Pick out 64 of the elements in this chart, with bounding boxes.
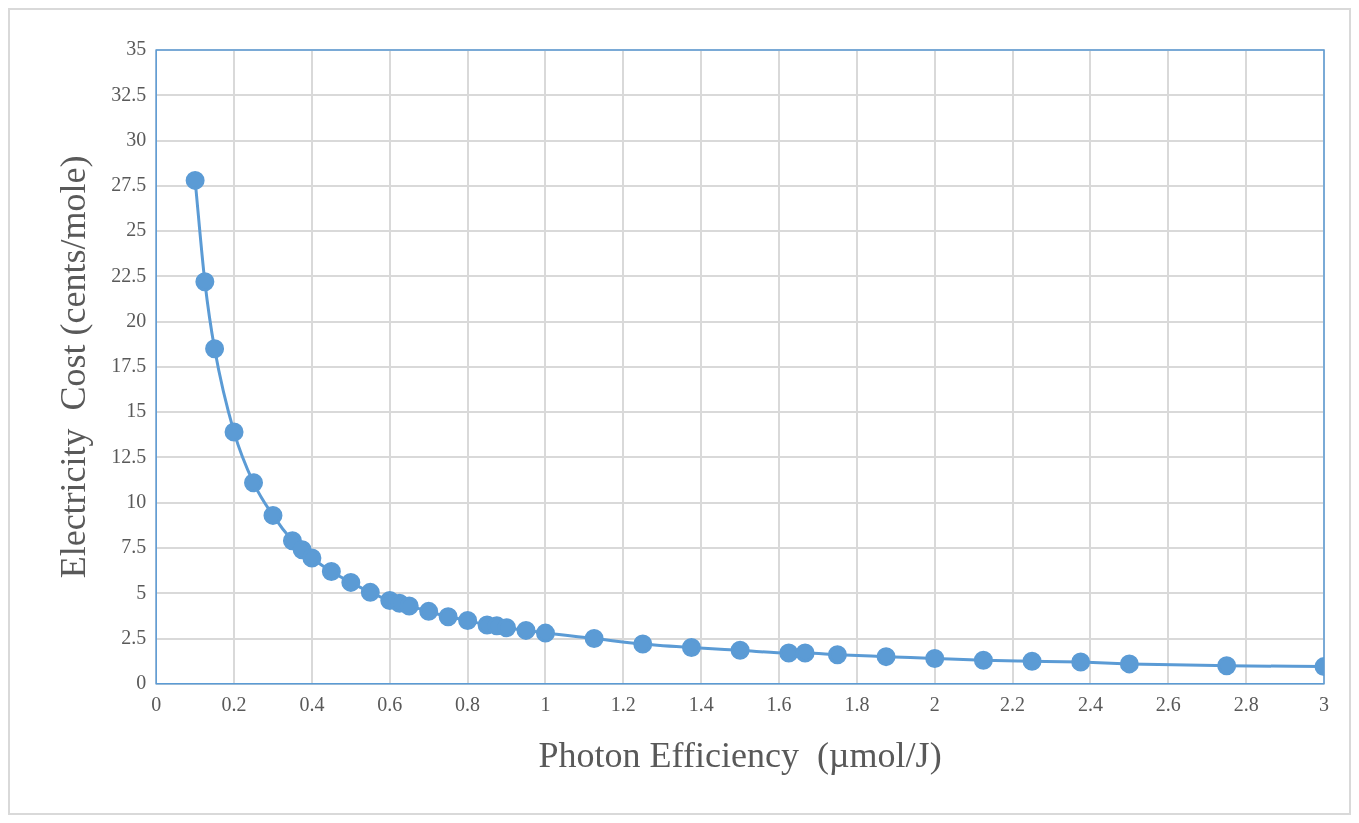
point: [1071, 652, 1091, 672]
x-axis-title: Photon Efficiency (µmol/J): [538, 734, 942, 775]
point: [263, 505, 283, 525]
y-tick-label: 32.5: [111, 82, 147, 105]
y-tick-label: 10: [126, 489, 147, 512]
x-tick-label: 1.6: [766, 693, 792, 716]
x-tick-label: 2.6: [1155, 693, 1181, 716]
point: [341, 572, 361, 592]
x-tick-label: 2.2: [1000, 693, 1026, 716]
x-tick-label: 2.8: [1233, 693, 1259, 716]
point: [244, 473, 264, 493]
point: [399, 596, 419, 616]
x-tick-label: 1: [540, 693, 551, 716]
x-tick-label: 2.4: [1077, 693, 1103, 716]
point: [205, 339, 225, 359]
y-tick-label: 17.5: [111, 354, 147, 377]
x-tick-label: 2: [929, 693, 940, 716]
point: [419, 601, 439, 621]
point: [584, 629, 604, 649]
x-tick-label: 0.2: [221, 693, 247, 716]
point: [681, 638, 701, 658]
y-tick-label: 30: [126, 127, 147, 150]
point: [360, 582, 380, 602]
point: [633, 634, 653, 654]
point: [730, 640, 750, 660]
x-tick-label: 3: [1319, 693, 1329, 716]
x-tick-label: 1.2: [610, 693, 636, 716]
point: [224, 422, 244, 442]
x-tick-label: 1.4: [688, 693, 714, 716]
y-tick-label: 22.5: [111, 263, 147, 286]
point: [1022, 651, 1042, 671]
y-tick-label: 7.5: [121, 535, 147, 558]
y-axis-title: Electricity Cost (cents/mole): [53, 155, 94, 579]
x-tick-label: 1.8: [844, 693, 870, 716]
point: [1217, 656, 1237, 676]
point: [185, 170, 205, 190]
y-tick-label: 25: [126, 218, 147, 241]
point: [535, 623, 555, 643]
x-tick-label: 0: [151, 693, 162, 716]
point: [973, 650, 993, 670]
point: [302, 548, 322, 568]
point: [195, 272, 215, 292]
y-tick-label: 20: [126, 308, 147, 331]
point: [438, 607, 458, 627]
y-tick-label: 27.5: [111, 173, 147, 196]
y-tick-label: 2.5: [121, 625, 147, 648]
point: [497, 618, 517, 638]
x-tick-label: 0.6: [377, 693, 403, 716]
y-tick-label: 12.5: [111, 444, 147, 467]
y-tick-label: 35: [126, 37, 147, 60]
point: [925, 648, 945, 668]
y-tick-label: 15: [126, 399, 147, 422]
x-tick-label: 0.8: [455, 693, 481, 716]
point: [1119, 654, 1139, 674]
y-tick-label: 0: [136, 671, 147, 694]
point: [458, 610, 478, 630]
point: [779, 643, 799, 663]
y-tick-label: 5: [136, 580, 147, 603]
point: [827, 645, 847, 665]
x-tick-label: 0.4: [299, 693, 325, 716]
point: [795, 643, 815, 663]
point: [321, 562, 341, 582]
point: [876, 647, 896, 667]
point: [516, 620, 536, 640]
